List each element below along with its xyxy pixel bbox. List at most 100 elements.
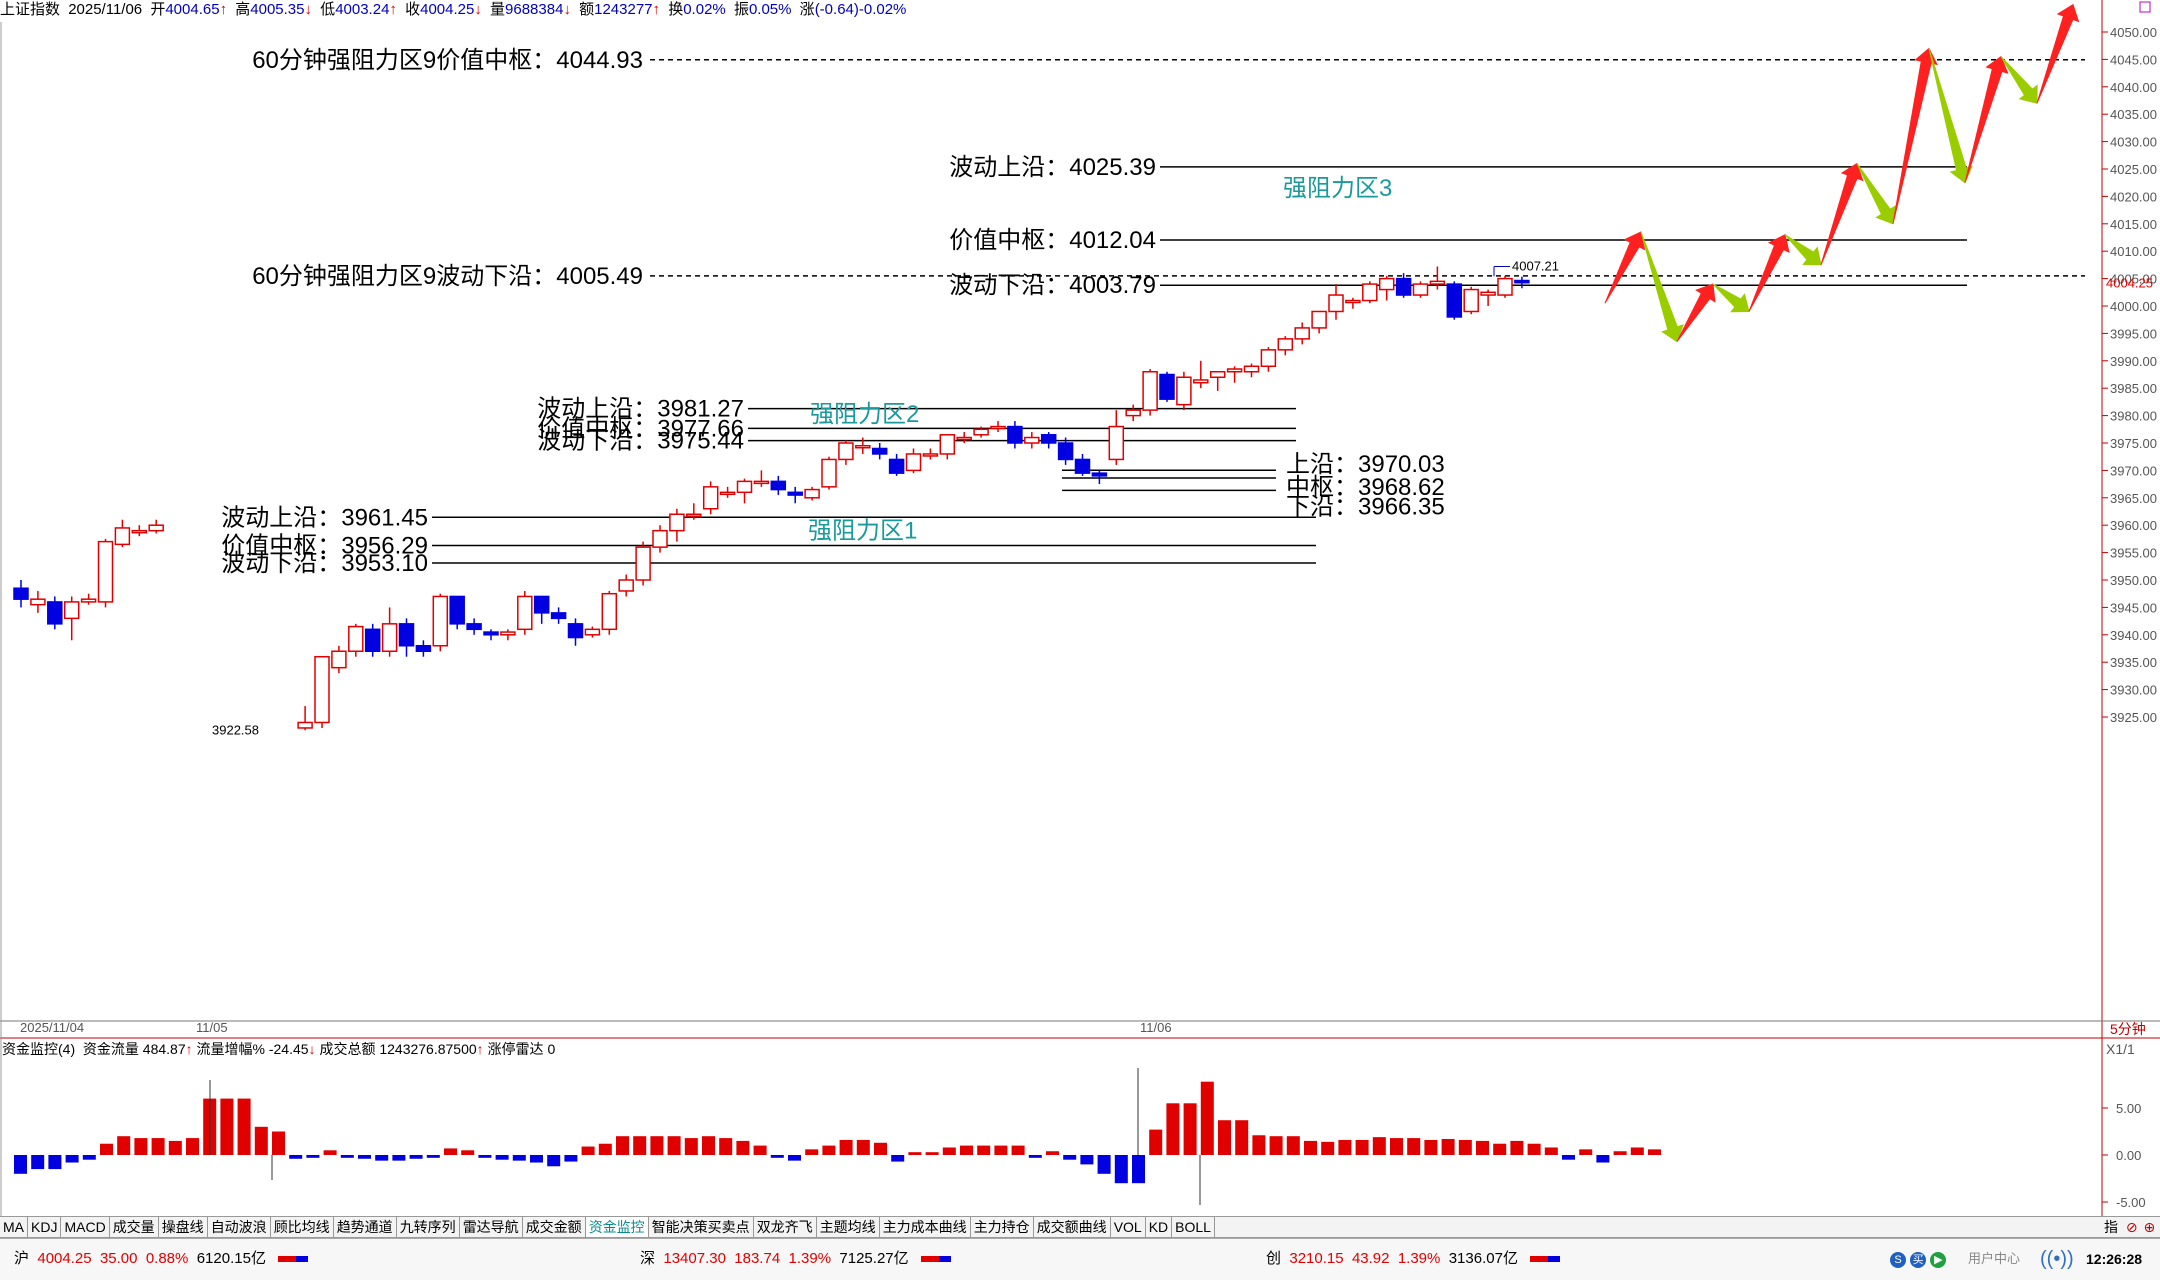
candle-body [1091, 472, 1108, 477]
flow-bar [960, 1145, 973, 1155]
sz-index-summary[interactable]: 深 13407.30 183.74 1.39% 7125.27亿 [640, 1239, 951, 1279]
radar-value: 0 [547, 1041, 556, 1057]
candle-body [381, 623, 398, 652]
flow-bar [667, 1136, 681, 1155]
play-icon[interactable]: ▶ [1930, 1252, 1947, 1268]
flow-bar [719, 1138, 733, 1155]
tab-19[interactable]: KD [1146, 1217, 1173, 1237]
tab-8[interactable]: 九转序列 [397, 1217, 460, 1237]
y-tick-label: 3960.00 [2110, 518, 2157, 533]
candle-body [669, 513, 685, 532]
resistance-levels: 60分钟强阻力区9价值中枢：4044.93 60分钟强阻力区9波动下沿：4005.… [221, 47, 2085, 577]
chart-area[interactable]: 4050.00 4045.00 4040.00 4035.00 4030.00 4025.… [0, 0, 2160, 1216]
candle-body [432, 595, 449, 647]
date-label: 2025/11/04 [20, 1020, 84, 1035]
flow-bar [65, 1155, 79, 1163]
tab-5[interactable]: 自动波浪 [208, 1217, 271, 1237]
candle-body [990, 425, 1006, 430]
flow-bar [770, 1155, 784, 1158]
s-up-label: 上沿：3970.03 [1286, 451, 1445, 478]
candle-body [1497, 277, 1513, 296]
candle-body [97, 540, 114, 603]
sh-index-summary[interactable]: 沪 4004.25 35.00 0.88% 6120.15亿 [14, 1239, 309, 1279]
candle-body [1480, 291, 1496, 296]
candle-body [297, 721, 313, 729]
tab-16[interactable]: 主力持仓 [971, 1217, 1034, 1237]
flow-bar [1510, 1140, 1524, 1155]
high-label: 高 [235, 1, 251, 18]
candle-body [1074, 458, 1091, 474]
flow-bar [1321, 1141, 1335, 1155]
flow-bar [822, 1145, 836, 1155]
y-tick-label: 4025.00 [2110, 162, 2157, 177]
turnover-value: 0.02% [683, 1, 726, 18]
candle-body [601, 592, 618, 631]
tab-14[interactable]: 主题均线 [817, 1217, 880, 1237]
candle-body [1277, 338, 1294, 351]
tab-12[interactable]: 智能决策买卖点 [649, 1217, 754, 1237]
tab-2[interactable]: MACD [61, 1217, 110, 1237]
tab-10[interactable]: 成交金额 [523, 1217, 586, 1237]
z1-mid-label: 价值中枢：3956.29 [221, 533, 428, 560]
tab-11[interactable]: 资金监控 [585, 1217, 649, 1237]
candle-body [364, 628, 381, 652]
tab-1[interactable]: KDJ [28, 1217, 62, 1237]
flow-bar [1562, 1155, 1575, 1160]
tab-17[interactable]: 成交额曲线 [1034, 1217, 1111, 1237]
flow-bar [702, 1136, 715, 1155]
tab-9[interactable]: 雷达导航 [460, 1217, 523, 1237]
flow-bar [530, 1155, 543, 1163]
candle-body [398, 623, 415, 647]
candle-body [1345, 299, 1361, 304]
candle-body [635, 546, 651, 581]
cy-index-summary[interactable]: 创 3210.15 43.92 1.39% 3136.07亿 [1266, 1239, 1561, 1279]
candle-body [1429, 280, 1446, 285]
candle-body [1159, 373, 1175, 400]
cy-amount: 3136.07亿 [1448, 1250, 1518, 1267]
candle-body [1176, 376, 1192, 406]
y-tick-label: 4035.00 [2110, 107, 2157, 122]
candle-body [500, 631, 516, 636]
candle-body [1294, 327, 1310, 340]
tab-6[interactable]: 顾比均线 [271, 1217, 334, 1237]
zoom-label[interactable]: X1/1 [2106, 1041, 2135, 1057]
tab-0[interactable]: MA [0, 1217, 28, 1237]
z3-low-label: 波动下沿：4003.79 [949, 272, 1156, 299]
candle-body [331, 650, 347, 669]
flow-bar [151, 1138, 165, 1155]
tab-13[interactable]: 双龙齐飞 [754, 1217, 817, 1237]
y-tick-label: 3925.00 [2110, 710, 2157, 725]
tab-15[interactable]: 主力成本曲线 [880, 1217, 971, 1237]
change-value: (-0.64)-0.02% [814, 1, 907, 18]
candle-body [1142, 371, 1158, 411]
tab-4[interactable]: 操盘线 [159, 1217, 208, 1237]
flow-bar [48, 1155, 62, 1170]
flow-bar [272, 1131, 285, 1155]
sh-change: 35.00 [99, 1250, 138, 1267]
window-control-icon[interactable] [2139, 1, 2151, 13]
right-tab[interactable]: 指 ⊘ ⊕ [2104, 1219, 2156, 1235]
flow-bar [839, 1139, 853, 1155]
tab-18[interactable]: VOL [1111, 1217, 1146, 1237]
tab-20[interactable]: BOLL [1172, 1217, 1215, 1237]
period-label[interactable]: 5分钟 [2110, 1021, 2146, 1037]
flow-bar [684, 1138, 698, 1155]
change-label: 涨 [799, 1, 815, 18]
tab-7[interactable]: 趋势通道 [334, 1217, 397, 1237]
tab-3[interactable]: 成交量 [110, 1217, 159, 1237]
buy-icon[interactable]: 买 [1910, 1252, 1927, 1268]
signal-icon[interactable]: ((•)) [2040, 1248, 2074, 1270]
z2-low-label: 波动下沿：3975.44 [537, 428, 744, 455]
amount-value: 1243277 [594, 1, 653, 18]
flow-bar [925, 1152, 939, 1155]
flow-bar [375, 1155, 389, 1161]
settings-icon[interactable]: ⊘ [2125, 1219, 2138, 1235]
flow-bar [598, 1143, 612, 1155]
s-icon[interactable]: S [1890, 1252, 1906, 1268]
fund-flow-header: 资金监控(4) 资金流量 484.87↑ 流量增幅% -24.45↓ 成交总额 … [2, 1041, 556, 1057]
candle-body [1446, 283, 1463, 318]
flow-bar [1166, 1103, 1180, 1155]
user-center-link[interactable]: 用户中心 [1968, 1251, 2021, 1266]
y-tick-label: 3950.00 [2110, 573, 2157, 588]
add-icon[interactable]: ⊕ [2143, 1219, 2156, 1235]
